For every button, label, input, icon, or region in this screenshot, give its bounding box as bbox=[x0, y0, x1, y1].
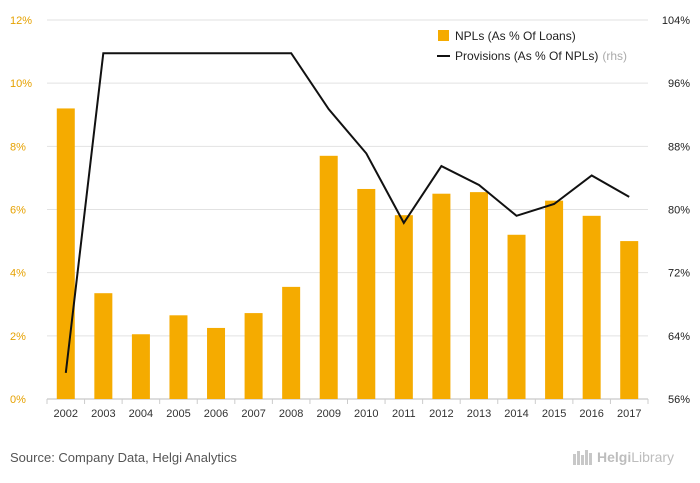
x-tick-label: 2015 bbox=[542, 408, 566, 420]
legend-swatch-bar bbox=[438, 30, 449, 41]
y-right-tick-label: 64% bbox=[668, 331, 690, 343]
y-left-tick-label: 12% bbox=[10, 15, 32, 27]
y-right-tick-label: 80% bbox=[668, 205, 690, 217]
legend-note-rhs: (rhs) bbox=[602, 49, 627, 63]
x-tick-label: 2010 bbox=[354, 408, 378, 420]
bar bbox=[319, 155, 338, 399]
bar bbox=[131, 334, 150, 399]
bar bbox=[169, 315, 188, 399]
x-tick-label: 2005 bbox=[166, 408, 190, 420]
helgi-library-logo: Helgi Library bbox=[572, 448, 674, 466]
logo-text-light: Library bbox=[631, 449, 675, 465]
x-tick-label: 2003 bbox=[91, 408, 115, 420]
bar bbox=[394, 215, 413, 399]
x-tick-label: 2006 bbox=[204, 408, 228, 420]
x-tick-label: 2002 bbox=[54, 408, 78, 420]
y-left-tick-label: 8% bbox=[10, 141, 26, 153]
legend-label-npls: NPLs (As % Of Loans) bbox=[455, 29, 576, 43]
x-tick-label: 2009 bbox=[316, 408, 340, 420]
bar bbox=[282, 286, 301, 399]
x-tick-label: 2012 bbox=[429, 408, 453, 420]
bar bbox=[432, 193, 451, 399]
x-tick-label: 2014 bbox=[504, 408, 528, 420]
x-tick-label: 2013 bbox=[467, 408, 491, 420]
y-left-tick-label: 6% bbox=[10, 205, 26, 217]
y-left-tick-label: 0% bbox=[10, 394, 26, 406]
bar bbox=[357, 188, 376, 399]
logo-text-bold: Helgi bbox=[597, 449, 632, 465]
bar bbox=[94, 293, 113, 399]
bar bbox=[582, 215, 601, 399]
x-tick-label: 2007 bbox=[241, 408, 265, 420]
bar bbox=[507, 234, 526, 399]
y-right-tick-label: 104% bbox=[662, 15, 690, 27]
x-tick-label: 2004 bbox=[129, 408, 153, 420]
legend-label-provisions: Provisions (As % Of NPLs) bbox=[455, 49, 598, 63]
bar bbox=[56, 108, 75, 399]
x-tick-label: 2011 bbox=[392, 408, 416, 420]
bar bbox=[469, 192, 488, 399]
bar bbox=[207, 327, 226, 399]
bar bbox=[244, 313, 263, 399]
y-right-tick-label: 88% bbox=[668, 141, 690, 153]
x-tick-label: 2016 bbox=[579, 408, 603, 420]
x-tick-label: 2017 bbox=[617, 408, 641, 420]
y-left-tick-label: 2% bbox=[10, 331, 26, 343]
x-tick-label: 2008 bbox=[279, 408, 303, 420]
bar bbox=[620, 241, 639, 399]
bar bbox=[545, 200, 564, 399]
library-icon bbox=[573, 450, 592, 465]
provisions-line bbox=[64, 52, 630, 374]
y-right-tick-label: 56% bbox=[668, 394, 690, 406]
y-right-tick-label: 96% bbox=[668, 78, 690, 90]
y-right-tick-label: 72% bbox=[668, 268, 690, 280]
y-left-tick-label: 4% bbox=[10, 268, 26, 280]
source-note: Source: Company Data, Helgi Analytics bbox=[10, 450, 237, 465]
y-left-tick-label: 10% bbox=[10, 78, 32, 90]
